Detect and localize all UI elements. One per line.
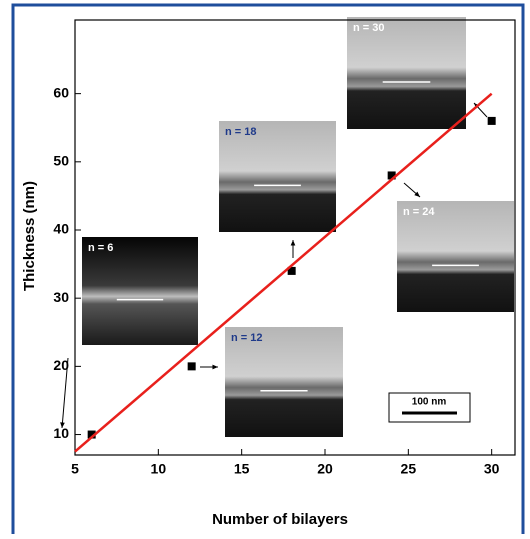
y-tick-label: 40 [53,221,69,237]
inset-label: n = 12 [231,332,263,344]
x-tick-label: 15 [234,461,250,477]
x-tick-label: 30 [484,461,500,477]
y-tick-label: 60 [53,84,69,100]
arrow-head [290,240,296,246]
x-axis-label: Number of bilayers [212,511,348,528]
y-axis-label: Thickness (nm) [21,181,38,291]
fit-line [74,92,493,453]
inset-label: n = 6 [88,242,113,254]
arrow [61,357,69,429]
inset-image [219,121,336,232]
point [287,266,296,275]
y-tick-label: 50 [53,153,69,169]
point [187,362,196,371]
plot-frame [74,19,516,456]
point [487,116,496,125]
inset-label: n = 24 [403,206,435,218]
scale-box [388,392,471,423]
point [87,430,96,439]
inset-image [397,201,514,312]
y-tick-label: 10 [53,425,69,441]
inset-label: n = 30 [353,22,385,34]
x-tick-label: 20 [317,461,333,477]
arrow-head [414,191,420,197]
x-tick-label: 5 [71,461,79,477]
inset-label: n = 18 [225,126,257,138]
y-tick-label: 20 [53,357,69,373]
x-tick-label: 10 [151,461,167,477]
x-tick-label: 25 [401,461,417,477]
point [387,171,396,180]
arrow-head [60,422,65,428]
inset-image [347,17,466,129]
inset-image [225,327,343,437]
y-tick-label: 30 [53,289,69,305]
arrow-head [212,364,218,370]
inset-image [82,237,198,345]
scale-label: 100 nm [412,397,447,408]
